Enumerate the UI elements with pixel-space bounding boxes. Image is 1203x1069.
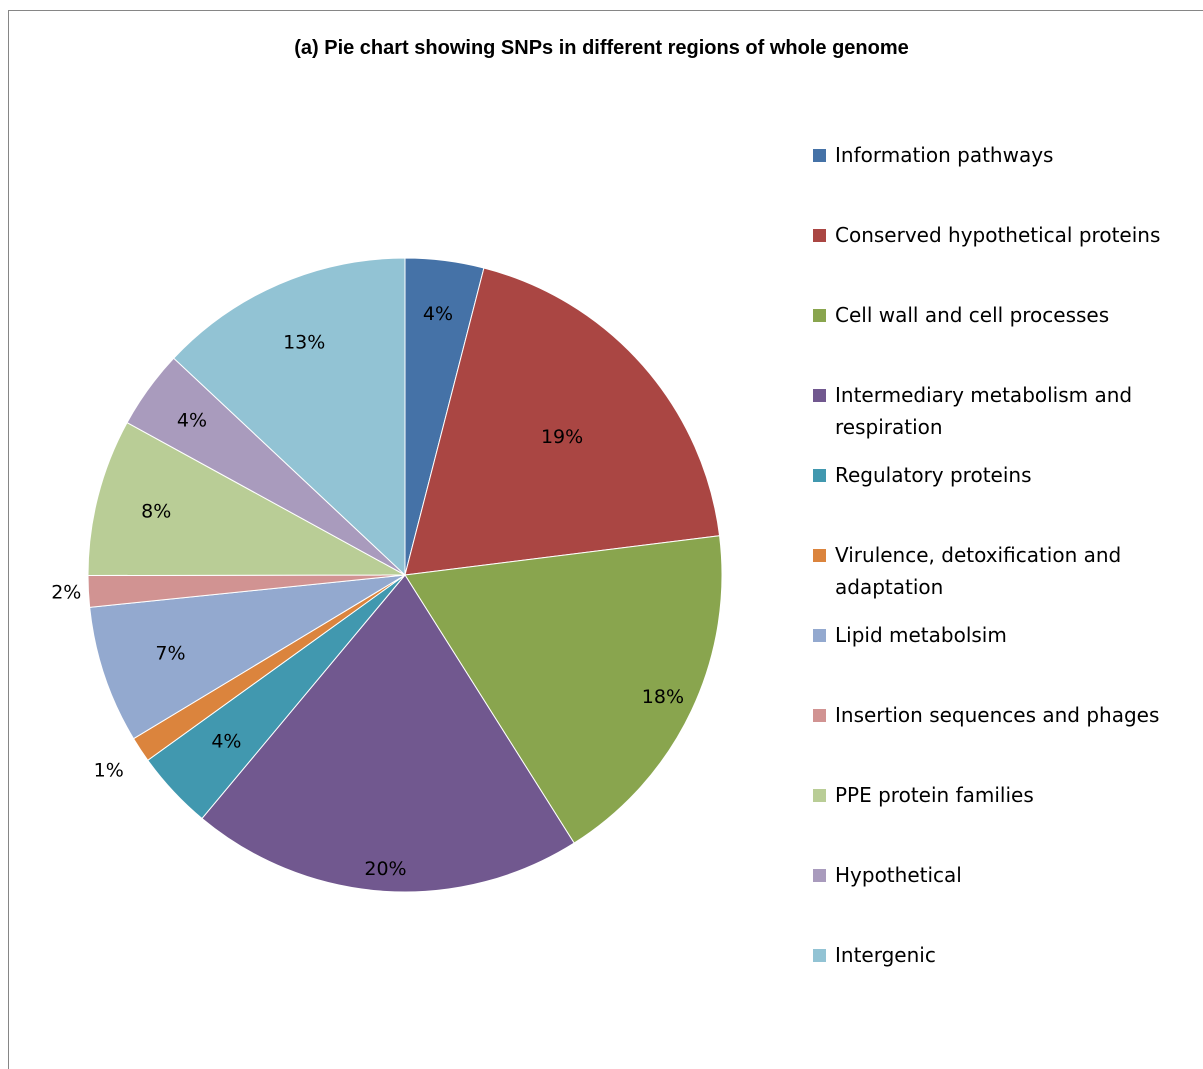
pie-slice-ppe-protein-families (87, 421, 406, 577)
legend-swatch (813, 229, 826, 242)
legend-item: Regulatory proteins (813, 459, 1198, 491)
legend-item: Information pathways (813, 139, 1198, 171)
legend-item: Hypothetical (813, 859, 1198, 891)
legend-swatch (813, 789, 826, 802)
legend-label: Insertion sequences and phages (835, 703, 1160, 727)
pie-slice-intergenic (173, 257, 406, 577)
pie-slice-labels: 4% 19% 18% 20% 4% 1% 7% 2% 8% 4% 13% (51, 303, 684, 880)
pie-slice-cell-wall-and-cell-processes (404, 535, 723, 844)
legend-item: Intermediary metabolism and respiration (813, 379, 1198, 443)
legend-label: Information pathways (835, 143, 1054, 167)
slice-data-label: 4% (211, 730, 241, 752)
slice-data-label: 4% (423, 303, 453, 325)
legend-item: PPE protein families (813, 779, 1198, 811)
legend-swatch (813, 949, 826, 962)
slice-data-label: 19% (541, 426, 583, 448)
slice-data-label: 18% (642, 686, 684, 708)
legend-label: Cell wall and cell processes (835, 303, 1110, 327)
legend-label: Intermediary metabolism and respiration (835, 383, 1133, 439)
slice-data-label: 2% (51, 582, 81, 604)
slice-data-label: 7% (155, 642, 185, 664)
slice-data-label: 13% (283, 331, 325, 353)
chart-title: (a) Pie chart showing SNPs in different … (294, 37, 909, 59)
legend-swatch (813, 709, 826, 722)
slice-data-label: 1% (94, 760, 124, 782)
legend-item: Virulence, detoxification and adaptation (813, 539, 1198, 603)
legend-label: Hypothetical (835, 863, 962, 887)
legend-swatch (813, 869, 826, 882)
pie-slice-lipid-metabolsim (89, 574, 406, 740)
legend-swatch (813, 309, 826, 322)
legend-label: Regulatory proteins (835, 463, 1032, 487)
pie-slice-intermediary-metabolism-and-respiration (201, 574, 575, 893)
slice-data-label: 20% (364, 858, 406, 880)
pie-slices (87, 257, 723, 893)
slice-data-label: 8% (141, 501, 171, 523)
legend-swatch (813, 389, 826, 402)
legend-label: Conserved hypothetical proteins (835, 223, 1161, 247)
legend-item: Lipid metabolsim (813, 619, 1198, 651)
legend-swatch (813, 549, 826, 562)
legend-item: Conserved hypothetical proteins (813, 219, 1198, 251)
legend-swatch (813, 469, 826, 482)
legend-item: Cell wall and cell processes (813, 299, 1198, 331)
slice-data-label: 4% (177, 410, 207, 432)
legend-item: Insertion sequences and phages (813, 699, 1198, 731)
pie-slice-conserved-hypothetical-proteins (404, 267, 721, 576)
legend-label: PPE protein families (835, 783, 1034, 807)
legend-swatch (813, 149, 826, 162)
legend-label: Virulence, detoxification and adaptation (835, 543, 1122, 599)
legend-label: Intergenic (835, 943, 936, 967)
legend-item: Intergenic (813, 939, 1198, 971)
legend-label: Lipid metabolsim (835, 623, 1007, 647)
legend-swatch (813, 629, 826, 642)
